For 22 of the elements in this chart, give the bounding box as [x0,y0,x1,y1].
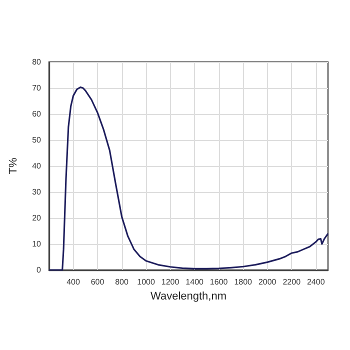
x-tick-label: 800 [115,278,129,286]
y-tick-label: 40 [32,162,42,170]
x-tick-label: 1800 [234,278,253,286]
y-tick-label: 20 [32,214,42,222]
y-axis-title: T% [8,158,20,174]
y-tick-label: 70 [32,84,42,92]
x-axis-title: Wavelength,nm [150,290,227,302]
x-tick-label: 1200 [161,278,180,286]
y-tick-label: 80 [32,58,42,66]
x-tick-label: 1400 [186,278,204,286]
y-tick-label: 0 [36,266,42,274]
x-tick-label: 600 [90,278,105,286]
x-tick-label: 400 [66,278,80,286]
y-tick-label: 50 [32,136,42,144]
x-tick-label: 2400 [306,278,326,286]
y-tick-label: 10 [32,240,42,248]
x-tick-label: 2000 [258,278,277,286]
x-tick-label: 1600 [210,278,228,286]
x-tick-label: 2200 [282,278,302,286]
y-tick-label: 60 [32,110,42,118]
y-tick-label: 30 [32,188,42,196]
x-tick-label: 1000 [137,278,156,286]
